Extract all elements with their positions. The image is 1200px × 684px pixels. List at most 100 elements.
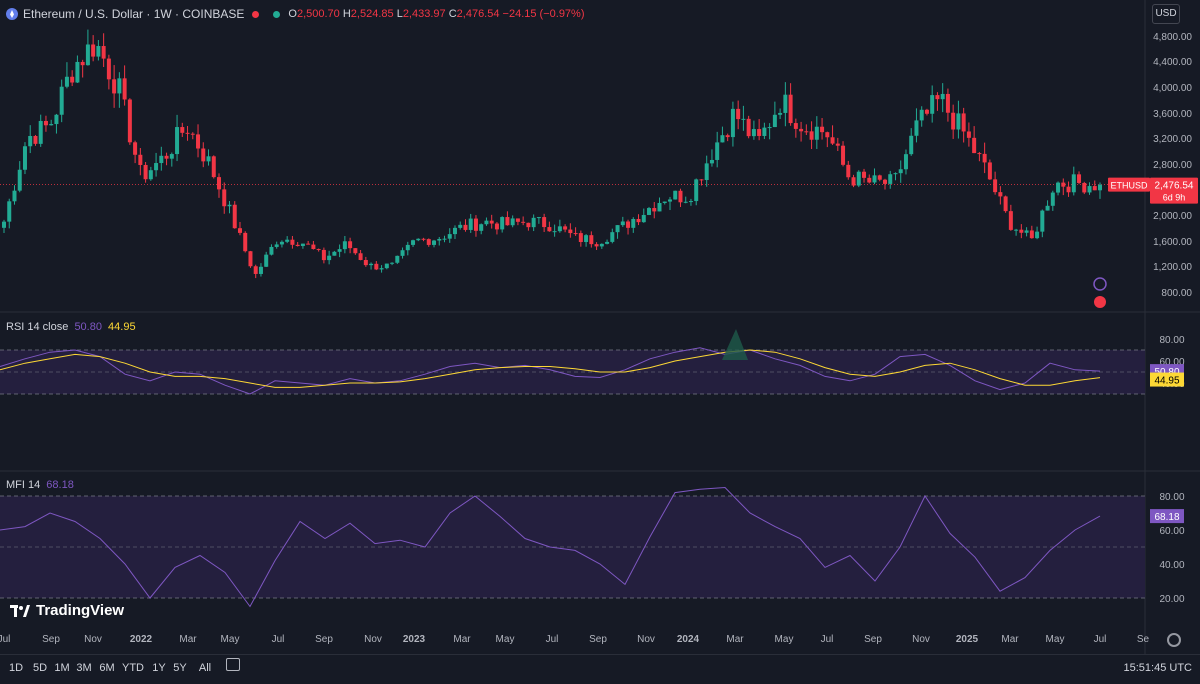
candle-up (610, 232, 615, 242)
timeframe-1y[interactable]: 1Y (152, 662, 166, 674)
time-tick-label: Sep (42, 634, 60, 645)
price-tick-label: 3,200.00 (1153, 134, 1192, 145)
candle-up (206, 156, 211, 162)
time-tick-label: May (775, 634, 794, 645)
candle-down (542, 217, 547, 228)
candle-up (279, 241, 284, 245)
rsi-overbought-fill (722, 329, 748, 360)
candle-up (468, 218, 473, 230)
candle-up (888, 174, 893, 184)
candle-up (300, 243, 305, 247)
candle-up (694, 179, 699, 202)
candle-down (237, 228, 242, 233)
candle-down (924, 109, 929, 114)
price-tick-label: 1,200.00 (1153, 262, 1192, 273)
candle-down (804, 131, 809, 133)
candle-up (274, 244, 279, 247)
gear-icon[interactable] (1167, 633, 1181, 647)
candle-up (59, 86, 64, 115)
time-tick-label: Mar (726, 634, 744, 645)
candle-up (647, 208, 652, 215)
timeframe-5y[interactable]: 5Y (173, 662, 187, 674)
timeframe-3m[interactable]: 3M (76, 662, 92, 674)
candle-down (80, 61, 85, 66)
candle-up (641, 214, 646, 223)
candle-up (1024, 230, 1029, 233)
candle-down (578, 233, 583, 243)
candle-up (169, 154, 174, 159)
candle-up (49, 124, 54, 126)
open-key: O (288, 8, 297, 20)
candle-up (159, 155, 164, 164)
candle-up (75, 61, 80, 83)
candle-down (725, 135, 730, 138)
candle-up (96, 46, 101, 57)
candle-down (463, 224, 468, 230)
candle-down (846, 164, 851, 178)
candle-up (662, 201, 667, 203)
candle-up (7, 201, 12, 222)
mfi-legend[interactable]: MFI 14 68.18 (6, 479, 74, 491)
candle-up (384, 263, 389, 269)
mfi-legend-value: 68.18 (46, 479, 74, 491)
candle-down (1092, 186, 1097, 191)
rsi-band (0, 349, 1145, 395)
calendar-range-icon[interactable] (226, 658, 240, 671)
price-tick-label: 2,800.00 (1153, 160, 1192, 171)
candle-down (793, 123, 798, 129)
mfi-value-tag-text: 68.18 (1154, 512, 1179, 523)
time-tick-label: Jul (821, 634, 834, 645)
symbol-title[interactable]: Ethereum / U.S. Dollar · 1W · COINBASE (23, 7, 245, 21)
candle-down (358, 253, 363, 260)
candle-down (106, 58, 111, 80)
mfi-line (0, 486, 1101, 608)
candle-down (348, 241, 353, 249)
candle-down (311, 244, 316, 250)
timeframe-all[interactable]: All (198, 662, 212, 674)
candle-down (825, 132, 830, 138)
timeframe-1m[interactable]: 1M (54, 662, 70, 674)
rsi-legend[interactable]: RSI 14 close 50.80 44.95 (6, 321, 136, 333)
candle-up (395, 255, 400, 263)
candle-up (751, 129, 756, 137)
candle-down (180, 127, 185, 133)
candles (2, 29, 1102, 279)
candle-up (620, 221, 625, 226)
candle-down (851, 177, 856, 186)
candle-up (442, 238, 447, 240)
candle-down (217, 177, 222, 190)
data-status-icon[interactable] (273, 10, 281, 18)
timeframe-ytd[interactable]: YTD (122, 662, 144, 674)
time-tick-label: May (496, 634, 515, 645)
candle-down (830, 137, 835, 144)
candle-up (447, 234, 452, 239)
candle-down (290, 239, 295, 245)
time-tick-label: Mar (179, 634, 197, 645)
candle-down (190, 133, 195, 135)
candle-up (1014, 229, 1019, 231)
timeframe-1d[interactable]: 1D (8, 662, 24, 674)
market-status-icon[interactable] (252, 10, 260, 18)
currency-button[interactable]: USD (1152, 4, 1180, 24)
time-tick-label: 2024 (677, 634, 700, 645)
time-tick-label: 2023 (403, 634, 426, 645)
candle-down (594, 244, 599, 247)
candle-down (353, 248, 358, 254)
candle-down (526, 222, 531, 228)
mfi-tick-label: 20.00 (1159, 594, 1184, 605)
chart-header: Ethereum / U.S. Dollar · 1W · COINBASE O… (6, 6, 585, 22)
candle-up (898, 169, 903, 174)
rsi-lines (0, 329, 1101, 395)
clock[interactable]: 15:51:45 UTC (1123, 662, 1192, 674)
candle-down (138, 154, 143, 165)
candle-up (332, 251, 337, 256)
timeframe-6m[interactable]: 6M (99, 662, 115, 674)
close-key: C (448, 8, 457, 20)
low-key: L (396, 8, 403, 20)
rsi-legend-value: 50.80 (74, 321, 102, 333)
timeframe-5d[interactable]: 5D (32, 662, 48, 674)
candle-up (930, 95, 935, 114)
rsi-label: RSI 14 close (6, 321, 69, 333)
candle-down (91, 44, 96, 57)
